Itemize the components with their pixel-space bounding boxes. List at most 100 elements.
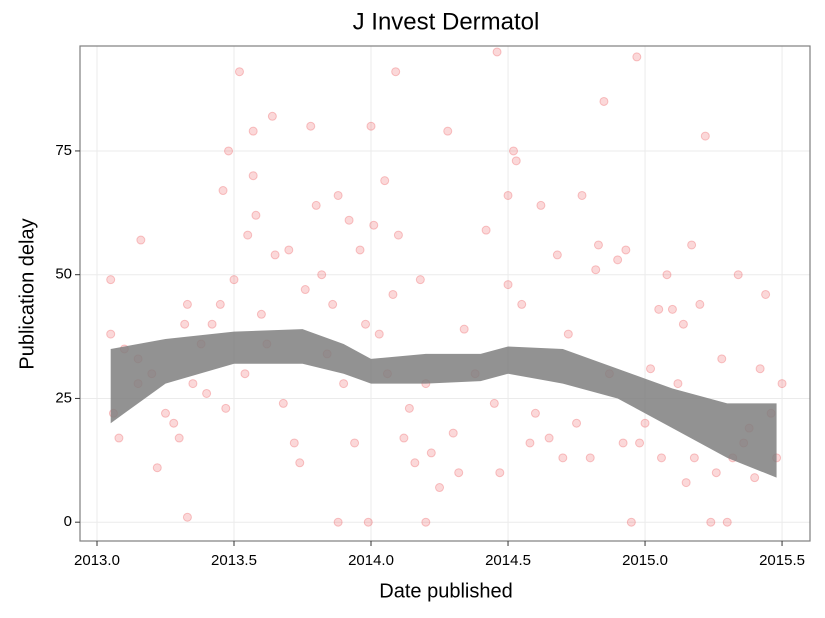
data-point [481,225,491,235]
data-point [503,280,513,290]
data-point [267,111,277,121]
data-point [251,210,261,220]
data-point [632,52,642,62]
data-point [284,245,294,255]
y-tick-label: 75 [55,142,72,159]
data-point [492,47,502,57]
x-axis-label: Date published [379,580,512,602]
data-point [593,240,603,250]
data-point [678,319,688,329]
data-point [563,329,573,339]
data-point [509,146,519,156]
data-point [695,299,705,309]
data-point [599,96,609,106]
data-point [689,453,699,463]
data-point [662,270,672,280]
data-point [355,245,365,255]
data-point [361,319,371,329]
data-point [687,240,697,250]
data-point [536,200,546,210]
data-point [517,299,527,309]
data-point [202,388,212,398]
data-point [448,428,458,438]
data-point [350,438,360,448]
data-point [152,463,162,473]
data-point [681,478,691,488]
data-point [544,433,554,443]
data-point [317,270,327,280]
data-point [380,176,390,186]
data-point [415,275,425,285]
data-point [700,131,710,141]
data-point [240,369,250,379]
data-point [328,299,338,309]
x-tick-label: 2013.5 [211,552,257,569]
data-point [410,458,420,468]
data-point [182,299,192,309]
data-point [295,458,305,468]
data-point [558,453,568,463]
data-point [435,483,445,493]
data-point [618,438,628,448]
data-point [344,215,354,225]
data-point [613,255,623,265]
data-point [711,468,721,478]
x-tick-label: 2014.5 [485,552,531,569]
data-point [243,230,253,240]
data-point [717,354,727,364]
data-point [656,453,666,463]
data-point [421,517,431,527]
data-point [495,468,505,478]
data-point [577,190,587,200]
data-point [646,364,656,374]
data-point [722,517,732,527]
x-tick-label: 2015.0 [622,552,668,569]
data-point [174,433,184,443]
x-tick-label: 2013.0 [74,552,120,569]
data-point [106,275,116,285]
data-point [363,517,373,527]
data-point [503,190,513,200]
data-point [278,398,288,408]
data-point [489,398,499,408]
data-point [218,186,228,196]
panel-border [79,45,811,542]
confidence-band [110,329,777,478]
data-point [306,121,316,131]
data-point [366,121,376,131]
data-point [160,408,170,418]
data-point [443,126,453,136]
data-point [404,403,414,413]
data-point [706,517,716,527]
data-point [270,250,280,260]
data-point [511,156,521,166]
data-point [640,418,650,428]
data-point [311,200,321,210]
data-point [426,448,436,458]
data-point [180,319,190,329]
data-point [572,418,582,428]
data-point [399,433,409,443]
data-point [300,285,310,295]
data-point [530,408,540,418]
data-point [761,289,771,299]
x-tick-label: 2015.5 [759,552,805,569]
data-point [750,473,760,483]
y-tick-label: 0 [64,513,72,530]
data-point [224,146,234,156]
data-point [391,67,401,77]
data-point [388,289,398,299]
data-point [667,304,677,314]
y-tick-label: 50 [55,266,72,283]
data-point [106,329,116,339]
data-point [369,220,379,230]
data-point [248,171,258,181]
data-point [591,265,601,275]
chart-title: J Invest Dermatol [353,8,540,35]
data-point [585,453,595,463]
data-point [256,309,266,319]
data-point [169,418,179,428]
data-point [621,245,631,255]
data-point [777,379,787,389]
